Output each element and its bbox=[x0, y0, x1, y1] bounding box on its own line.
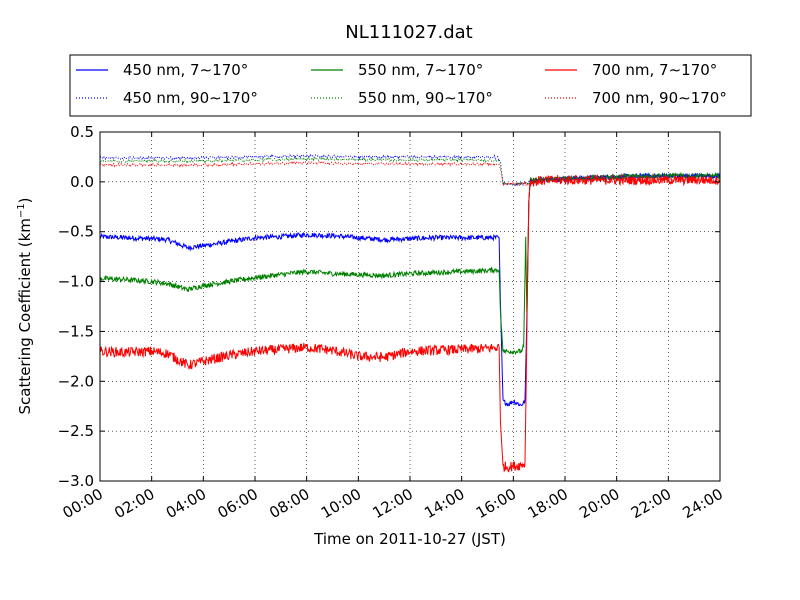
legend-label: 550 nm, 90∼170° bbox=[358, 89, 493, 107]
y-tick-label: −1.0 bbox=[58, 273, 94, 291]
x-tick-label: 08:00 bbox=[266, 485, 312, 522]
y-tick-labels: 0.5 0.0 −0.5 −1.0 −1.5 −2.0 −2.5 −3.0 bbox=[58, 123, 94, 490]
y-tick-label: 0.0 bbox=[70, 173, 94, 191]
legend: 450 nm, 7∼170° 550 nm, 7∼170° 700 nm, 7∼17… bbox=[69, 54, 752, 117]
x-tick-label: 18:00 bbox=[525, 485, 571, 522]
grid bbox=[100, 132, 720, 481]
x-tick-label: 12:00 bbox=[370, 485, 416, 522]
legend-label: 450 nm, 90∼170° bbox=[123, 89, 258, 107]
x-axis-label: Time on 2011-10-27 (JST) bbox=[313, 530, 506, 548]
x-tick-label: 16:00 bbox=[473, 485, 519, 522]
series-line bbox=[99, 173, 721, 473]
y-axis-label-sup: −1 bbox=[16, 203, 27, 218]
y-tick-label: −3.0 bbox=[58, 472, 94, 490]
y-axis-label: Scattering Coefficient (km−1) bbox=[16, 197, 34, 414]
legend-label: 550 nm, 7∼170° bbox=[358, 61, 483, 79]
x-tick-label: 00:00 bbox=[60, 485, 106, 522]
y-tick-label: −2.0 bbox=[58, 372, 94, 390]
legend-label: 450 nm, 7∼170° bbox=[123, 61, 248, 79]
y-tick-label: 0.5 bbox=[70, 123, 94, 141]
y-axis-label-suffix: ) bbox=[16, 197, 34, 203]
x-tick-label: 04:00 bbox=[163, 485, 209, 522]
legend-label: 700 nm, 7∼170° bbox=[592, 61, 717, 79]
series-line bbox=[99, 153, 721, 187]
y-axis-label-prefix: Scattering Coefficient (km bbox=[16, 218, 34, 414]
x-tick-labels: 00:00 02:00 04:00 06:00 08:00 10:00 12:00 14:00… bbox=[60, 485, 726, 522]
series-layer bbox=[99, 153, 721, 473]
legend-box bbox=[69, 54, 752, 117]
series-line bbox=[99, 160, 721, 187]
x-tick-label: 06:00 bbox=[215, 485, 261, 522]
y-tick-label: −1.5 bbox=[58, 322, 94, 340]
y-tick-label: −2.5 bbox=[58, 422, 94, 440]
chart-title: NL111027.dat bbox=[345, 22, 472, 43]
legend-label: 700 nm, 90∼170° bbox=[592, 89, 727, 107]
x-tick-label: 14:00 bbox=[421, 485, 467, 522]
x-tick-label: 10:00 bbox=[318, 485, 364, 522]
x-tick-label: 22:00 bbox=[628, 485, 674, 522]
y-tick-label: −0.5 bbox=[58, 223, 94, 241]
x-tick-label: 24:00 bbox=[680, 485, 726, 522]
x-tick-label: 20:00 bbox=[576, 485, 622, 522]
ticks bbox=[99, 131, 721, 482]
series-line bbox=[99, 156, 721, 187]
x-tick-label: 02:00 bbox=[111, 485, 157, 522]
